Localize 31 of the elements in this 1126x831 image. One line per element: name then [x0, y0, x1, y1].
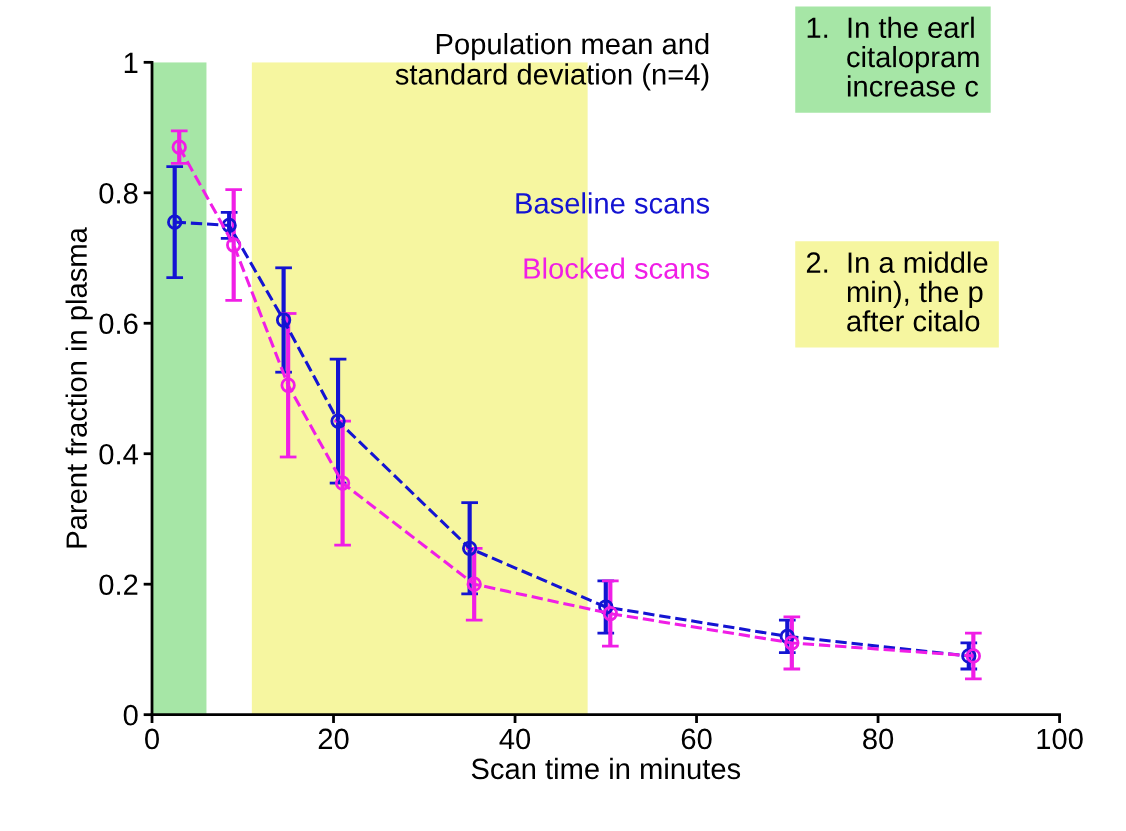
point: [226, 237, 242, 253]
y-tick-label: 1: [124, 52, 138, 73]
point: [965, 648, 981, 664]
y-tick-label: 0.6: [99, 313, 138, 335]
annotation: 2. In a middle min), the p after citalo: [806, 251, 988, 332]
x-axis-title: Scan time in minutes: [471, 757, 741, 780]
point: [280, 377, 296, 393]
x-tick-label: 0: [145, 728, 159, 750]
x-tick-label: 100: [1037, 728, 1083, 750]
point: [334, 475, 351, 491]
text: Blocked scans: [524, 257, 710, 279]
annotation: 1. In the earl citalopram increase c: [807, 16, 979, 97]
y-tick-label: 0.8: [99, 182, 138, 204]
x-tick-label: 60: [681, 728, 712, 750]
point: [462, 540, 478, 556]
text: Baseline scans: [516, 192, 710, 214]
y-tick-label: 0.4: [99, 443, 138, 465]
x-tick-label: 20: [318, 728, 349, 750]
point: [167, 214, 183, 230]
point: [330, 413, 346, 429]
x-tick-label: 40: [499, 728, 531, 750]
y-tick-label: 0.2: [99, 574, 138, 596]
y-tick-label: 0: [123, 704, 138, 726]
point: [171, 139, 187, 155]
point: [784, 635, 800, 651]
y-axis-title: Parent fraction in plasma: [65, 227, 93, 548]
x-tick-label: 80: [863, 728, 894, 750]
point: [275, 312, 292, 328]
point: [466, 576, 482, 592]
point: [602, 605, 618, 622]
chart-title: Population mean and standard deviation (n=4): [395, 32, 709, 91]
